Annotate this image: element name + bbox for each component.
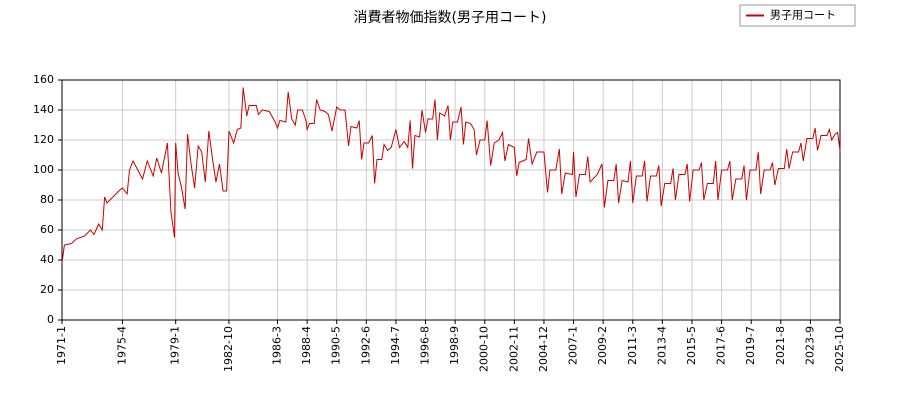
- x-tick-label: 2013-4: [655, 326, 668, 365]
- x-tick-label: 2015-5: [685, 326, 698, 365]
- y-tick-label: 100: [33, 163, 54, 176]
- x-tick-label: 1998-9: [448, 326, 461, 365]
- x-tick-label: 2019-7: [744, 326, 757, 365]
- x-tick-label: 1992-6: [359, 326, 372, 365]
- y-tick-label: 120: [33, 133, 54, 146]
- legend-label: 男子用コート: [770, 9, 836, 22]
- x-tick-label: 1971-1: [55, 326, 68, 365]
- x-tick-label: 2021-8: [774, 326, 787, 365]
- x-tick-label: 2017-6: [715, 326, 728, 365]
- y-tick-label: 80: [40, 193, 54, 206]
- y-tick-label: 0: [47, 313, 54, 326]
- data-line: [61, 87, 841, 264]
- x-tick-label: 1986-3: [271, 326, 284, 365]
- x-tick-label: 1990-5: [330, 326, 343, 365]
- x-tick-label: 1996-8: [419, 326, 432, 365]
- x-tick-label: 2023-9: [803, 326, 816, 365]
- x-tick-label: 2011-3: [626, 326, 639, 365]
- y-tick-label: 40: [40, 253, 54, 266]
- y-tick-label: 20: [40, 283, 54, 296]
- x-tick-label: 1982-10: [222, 326, 235, 372]
- x-tick-label: 2002-11: [507, 326, 520, 372]
- x-tick-label: 1975-4: [115, 326, 128, 365]
- x-tick-label: 2007-1: [567, 326, 580, 365]
- x-tick-label: 2004-12: [537, 326, 550, 372]
- x-tick-label: 1994-7: [389, 326, 402, 365]
- x-tick-label: 1988-4: [300, 326, 313, 365]
- legend: 男子用コート: [739, 4, 856, 27]
- x-tick-label: 2009-2: [596, 326, 609, 365]
- x-tick-label: 2025-10: [833, 326, 846, 372]
- y-tick-label: 60: [40, 223, 54, 236]
- plot-frame: [61, 79, 841, 321]
- y-tick-label: 140: [33, 103, 54, 116]
- x-tick-label: 1979-1: [169, 326, 182, 365]
- chart-title: 消費者物価指数(男子用コート): [354, 10, 547, 26]
- legend-box: [739, 4, 856, 27]
- y-tick-label: 160: [33, 73, 54, 86]
- x-tick-label: 2000-10: [478, 326, 491, 372]
